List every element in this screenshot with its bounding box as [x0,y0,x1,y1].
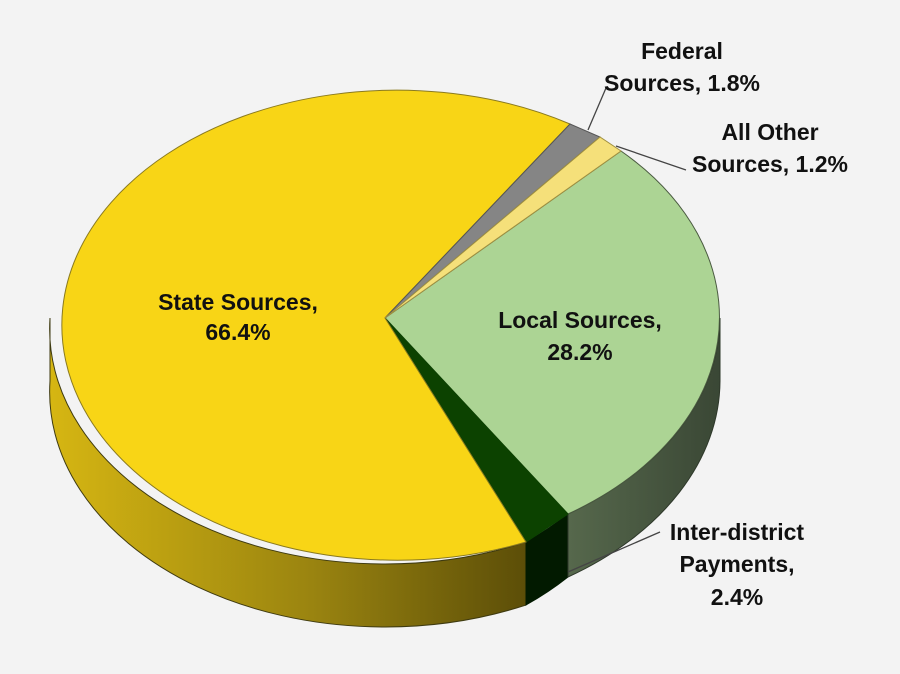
label-inter-district-value: 2.4% [711,584,763,610]
slice-state-sources [61,89,571,561]
label-state-name: State Sources, [158,289,318,315]
label-inter-district-line2: Payments, [679,551,794,577]
pie-top-face [61,89,720,561]
leader-line-federal [587,87,607,131]
slice-labels: State Sources, 66.4% Local Sources, 28.2… [158,38,848,610]
label-federal-line1: Federal [641,38,723,64]
slice-all-other-sources [384,136,622,319]
label-federal-line2: Sources, 1.8% [604,70,760,96]
label-state-value: 66.4% [205,319,270,345]
label-local-value: 28.2% [547,339,612,365]
label-local-name: Local Sources, [498,307,662,333]
label-all-other-line1: All Other [721,119,818,145]
leader-lines [567,87,687,573]
label-inter-district-line1: Inter-district [670,519,805,545]
slice-local-sources [384,150,720,515]
leader-line-all-other [615,145,687,171]
label-all-other-line2: Sources, 1.2% [692,151,848,177]
leader-line-inter-district [567,531,661,573]
